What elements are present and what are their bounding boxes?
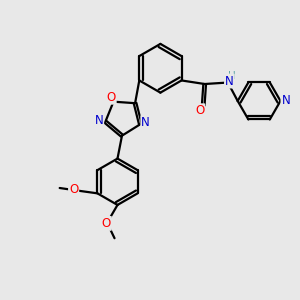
Text: N: N xyxy=(141,116,150,129)
Text: O: O xyxy=(106,91,116,104)
Text: O: O xyxy=(102,217,111,230)
Text: N: N xyxy=(225,74,234,88)
Text: O: O xyxy=(195,104,204,117)
Text: H: H xyxy=(228,71,235,81)
Text: N: N xyxy=(94,114,103,127)
Text: N: N xyxy=(281,94,290,107)
Text: O: O xyxy=(69,183,78,196)
